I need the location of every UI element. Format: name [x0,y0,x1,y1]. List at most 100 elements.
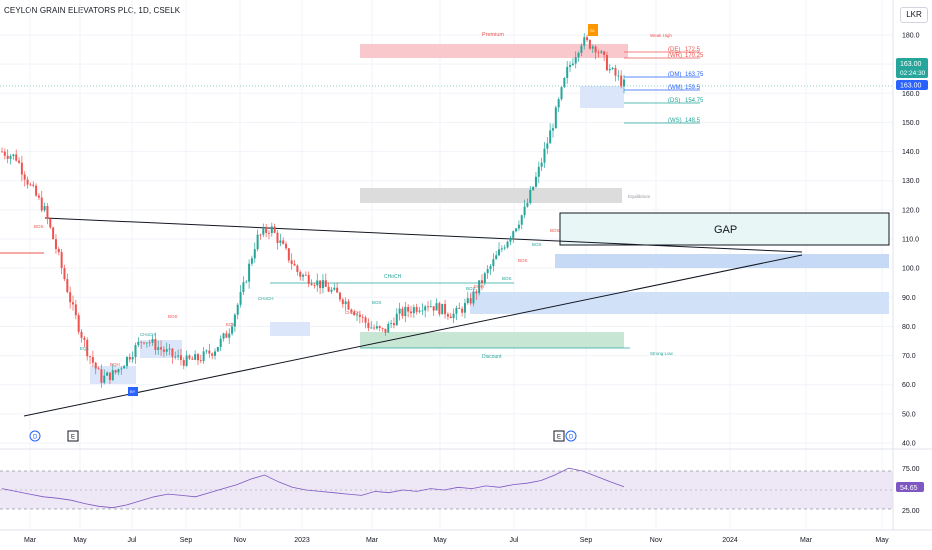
candle-body [441,303,444,315]
price-tick: 120.0 [902,207,920,214]
candle-body [253,249,256,259]
candle-body [321,280,324,289]
event-markers: D E E D [29,430,577,442]
candle-body [620,75,623,87]
candle-body [140,341,143,343]
price-tick: 160.0 [902,91,920,98]
candle-body [563,77,566,88]
candle-body [526,202,529,207]
candle-body [375,326,378,329]
ascending-trendline[interactable] [23,254,803,417]
candle-body [455,307,458,314]
candle-body [336,287,339,293]
price-tick: 80.0 [902,324,916,331]
time-axis: Mar May Jul Sep Nov 2023 Mar May Jul Sep Nov 2024 Ma… [24,537,889,544]
candle-body [588,40,591,49]
candle-body [108,372,111,381]
candle-body [387,323,390,333]
time-tick: 2023 [294,537,310,544]
candle-body [233,314,236,327]
candle-body [267,232,270,234]
countdown-badge [896,58,928,78]
candle-body [66,279,69,293]
candle-body [46,206,49,219]
discount-label: Discount [482,354,502,360]
candle-body [546,143,549,149]
level-name: (DS) [668,98,680,104]
level-value: 159.5 [685,85,701,91]
structure-label: BOS [550,228,560,233]
candle-body [458,307,461,309]
candle-body [18,160,21,163]
earnings-event-icon[interactable] [67,430,79,442]
candle-body [452,313,455,319]
svg-text:D: D [569,435,574,441]
candle-body [344,301,347,305]
candle-body [574,57,577,64]
candle-body [392,323,395,326]
candle-body [461,308,464,313]
dividend-event-icon[interactable] [565,430,577,442]
candle-body [603,51,606,55]
candle-body [43,206,46,211]
candle-body [37,195,40,198]
sell-marker[interactable] [588,24,598,36]
candle-body [35,185,38,196]
rsi-tick: 25.00 [902,508,920,515]
rsi-value-badge [896,482,924,492]
gap-label: GAP [714,224,737,236]
last-price-top: 163.00 [900,61,922,68]
last-price-badge [896,80,928,90]
level-value: 172.5 [685,47,701,53]
equilibrium-label: Equilibrium [628,194,651,199]
candle-body [211,353,214,356]
candle-body [1,151,3,153]
grid [0,0,893,530]
candle-body [356,314,359,316]
structure-label: BOS [168,314,178,319]
candle-body [80,331,83,338]
candle-body [63,268,66,280]
time-tick: Mar [366,537,379,544]
level-name: (DE) [668,47,680,53]
candle-body [128,356,131,360]
time-tick: Nov [234,537,247,544]
candle-body [398,308,401,314]
candle-body [554,107,557,129]
buy-marker[interactable] [128,387,138,396]
currency-button[interactable]: LKR [900,7,928,23]
candle-body [338,292,341,300]
candle-body [611,67,614,69]
candle-body [216,347,219,352]
price-tick: 90.0 [902,295,916,302]
candle-body [83,337,86,340]
candle-body [540,162,543,167]
candle-body [498,249,501,256]
candle-body [77,315,80,332]
price-tick: 180.0 [902,33,920,40]
weak-high-label: Weak High [650,33,672,38]
time-tick: Nov [650,537,663,544]
candle-body [583,37,586,46]
candle-body [293,263,296,266]
gap-box [559,212,890,246]
candle-body [97,368,100,370]
candle-body [600,51,603,53]
candle-body [435,303,438,311]
time-tick: May [433,537,447,544]
candle-body [523,206,526,216]
candle-body [273,226,276,233]
candle-body [532,186,535,190]
structure-label: BOS [34,224,44,229]
descending-trendline[interactable] [44,217,803,253]
candle-body [185,355,188,366]
structure-label: BOS [372,300,382,305]
candle-body [174,356,177,358]
earnings-event-icon[interactable] [553,430,565,442]
candle-body [15,154,18,161]
premium-label: Premium [482,32,504,38]
candle-body [506,241,509,248]
candle-body [316,280,319,286]
dividend-event-icon[interactable] [29,430,41,442]
